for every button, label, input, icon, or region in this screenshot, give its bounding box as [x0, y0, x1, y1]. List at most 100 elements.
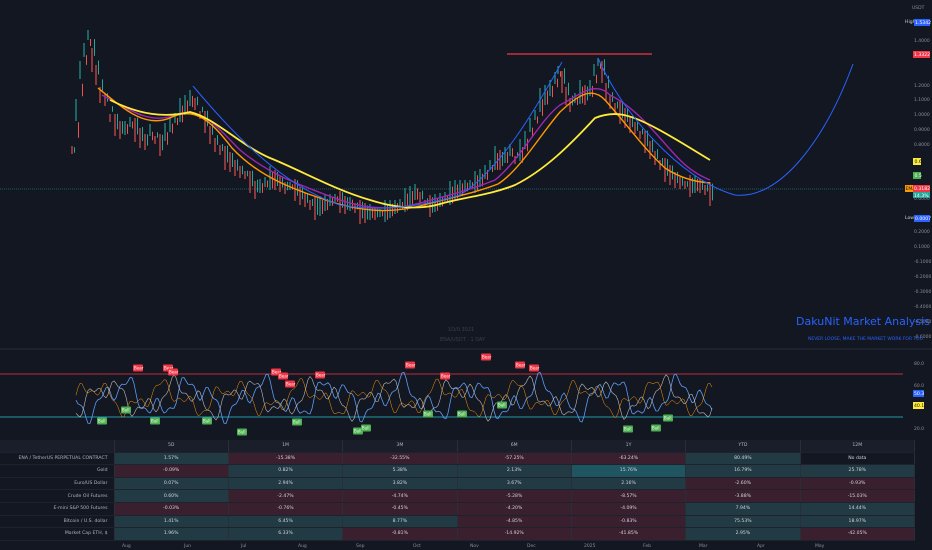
bull-signal-badge: Bull: [623, 425, 633, 433]
performance-header-row: 5D 1M 3M 6M 1Y YTD 12M: [0, 440, 916, 453]
performance-cell: 2.94%: [228, 477, 344, 491]
svg-text:0.3182: 0.3182: [914, 186, 930, 192]
yellow-ma-tag: 0.6: [913, 158, 922, 165]
table-row: ENA / TetherUS PERPETUAL CONTRACT 1.57% -1…: [0, 452, 916, 466]
time-tick: Aug: [298, 543, 307, 549]
row-label: Market Cap ETH, $: [0, 527, 115, 541]
bull-signal-badge: Bull: [361, 424, 371, 432]
row-label: ENA / TetherUS PERPETUAL CONTRACT: [0, 452, 115, 466]
performance-cell: 7.94%: [685, 502, 801, 516]
ema-tag: EMA 0.3182: [905, 185, 930, 192]
performance-cell: -0.09%: [114, 464, 229, 478]
header-cell: 1M: [228, 440, 344, 453]
time-tick: Aug: [122, 543, 131, 549]
svg-text:0.6: 0.6: [915, 159, 922, 165]
symbol-faint-label: 1D/0.3021: [448, 327, 474, 333]
svg-text:Bear: Bear: [406, 363, 416, 368]
svg-text:Low: Low: [905, 215, 914, 221]
svg-text:Bear: Bear: [516, 363, 526, 368]
bull-signal-badge: Bull: [202, 417, 212, 425]
rsi-tick: 20.0: [914, 426, 924, 432]
row-label: Crude Oil Futures: [0, 489, 115, 503]
svg-text:Bull: Bull: [98, 419, 106, 424]
performance-cell: 3.67%: [457, 477, 572, 491]
performance-cell: 3.82%: [342, 477, 458, 491]
row-label: Gold: [0, 464, 115, 478]
svg-text:Bull: Bull: [362, 426, 370, 431]
svg-text:1.5342: 1.5342: [915, 20, 931, 26]
red-level-tag: 1.3322: [913, 51, 930, 58]
svg-text:Bull: Bull: [652, 426, 660, 431]
cycle-curve[interactable]: [192, 57, 854, 209]
svg-text:40.1: 40.1: [914, 403, 924, 409]
time-tick: Apr: [757, 543, 765, 549]
performance-cell: -0.45%: [342, 502, 458, 516]
performance-cell: -4.85%: [457, 515, 572, 529]
bear-signal-badge: Bear: [315, 371, 326, 379]
price-tick: 0.2000: [914, 229, 930, 235]
svg-text:Bull: Bull: [498, 403, 506, 408]
bear-signal-badge: Bear: [529, 364, 540, 372]
table-row: Crude Oil Futures 0.60% -2.47% -4.74% -5.28%…: [0, 489, 916, 503]
table-row: Gold -0.09% 0.82% 5.38% 2.13% 15.76% 16.79% 25.…: [0, 464, 916, 478]
bull-signal-badge: Bull: [457, 410, 467, 418]
performance-cell: 14.44%: [800, 502, 916, 516]
green-ma-tag: 0.5: [913, 172, 922, 179]
price-tick: 1.4000: [914, 38, 930, 44]
price-tags: High 1.5342 1.3322 0.6 0.5 EMA 0.3182 14…: [905, 19, 931, 222]
bear-signal-badge: Bear: [515, 361, 526, 369]
bear-signal-badge: Bear: [168, 368, 179, 376]
rsi-yellow-tag: 40.1: [913, 402, 924, 409]
price-tick: 1.2000: [914, 83, 930, 89]
row-label: E-mini S&P 500 Futures: [0, 502, 115, 516]
rsi-axis[interactable]: 80.0 60.0 40.0 20.0 50.3 40.1: [913, 361, 924, 432]
svg-text:Bear: Bear: [272, 370, 282, 375]
bull-signal-badge: Bull: [121, 406, 131, 414]
performance-cell: 1.57%: [114, 452, 229, 466]
bull-signal-badge: Bull: [97, 417, 107, 425]
header-cell: [0, 440, 115, 453]
price-tick: -0.4000: [914, 304, 932, 310]
time-axis[interactable]: Aug Jun Jul Aug Sep Oct Nov Dec 2025 Feb…: [122, 543, 825, 549]
time-tick: Nov: [470, 543, 479, 549]
price-tick: 0.9000: [914, 127, 930, 133]
performance-cell: -2.60%: [685, 477, 801, 491]
svg-text:Bear: Bear: [286, 382, 296, 387]
table-row: Bitcoin / U.S. dollar 1.41% 6.45% 8.77% -4.8…: [0, 515, 916, 529]
performance-cell: -4.74%: [342, 489, 458, 503]
svg-text:Bear: Bear: [164, 366, 174, 371]
svg-text:1.3322: 1.3322: [914, 52, 930, 58]
performance-cell: 1.41%: [114, 515, 229, 529]
svg-text:14.3%: 14.3%: [914, 193, 929, 199]
price-tick: -0.1000: [914, 259, 932, 265]
performance-cell: -57.25%: [457, 452, 572, 466]
svg-text:Bull: Bull: [424, 412, 432, 417]
bear-signal-badge: Bear: [440, 372, 451, 380]
performance-cell: -0.81%: [342, 527, 458, 541]
svg-text:EMA: EMA: [906, 186, 917, 192]
price-axis[interactable]: 1.4000 1.2000 1.1000 1.0000 0.9000 0.800…: [914, 38, 932, 340]
bull-signal-badge: Bull: [423, 410, 433, 418]
time-tick: Dec: [527, 543, 536, 549]
watermark-title: DakuNit Market Analysis: [796, 315, 930, 328]
performance-cell: 6.33%: [228, 527, 344, 541]
performance-cell: No data: [800, 452, 916, 466]
svg-text:Bear: Bear: [134, 366, 144, 371]
performance-cell: 25.78%: [800, 464, 916, 478]
performance-cell: 1.96%: [114, 527, 229, 541]
bull-signal-badge: Bull: [353, 427, 363, 435]
header-cell: 1Y: [571, 440, 687, 453]
price-tick: 0.8000: [914, 142, 930, 148]
time-tick: Jun: [183, 543, 191, 549]
performance-cell: 2.95%: [685, 527, 801, 541]
watermark-subtitle: NEVER LOOSE, MAKE THE MARKET WORK FOR YO…: [808, 336, 923, 342]
rsi-lines: [75, 371, 713, 424]
svg-text:50.3: 50.3: [914, 391, 924, 397]
svg-text:0.5: 0.5: [915, 173, 922, 179]
performance-cell: 2.13%: [457, 464, 572, 478]
price-tick: 1.0000: [914, 112, 930, 118]
performance-cell: -0.93%: [800, 477, 916, 491]
svg-text:Bull: Bull: [458, 412, 466, 417]
performance-cell: 18.97%: [800, 515, 916, 529]
